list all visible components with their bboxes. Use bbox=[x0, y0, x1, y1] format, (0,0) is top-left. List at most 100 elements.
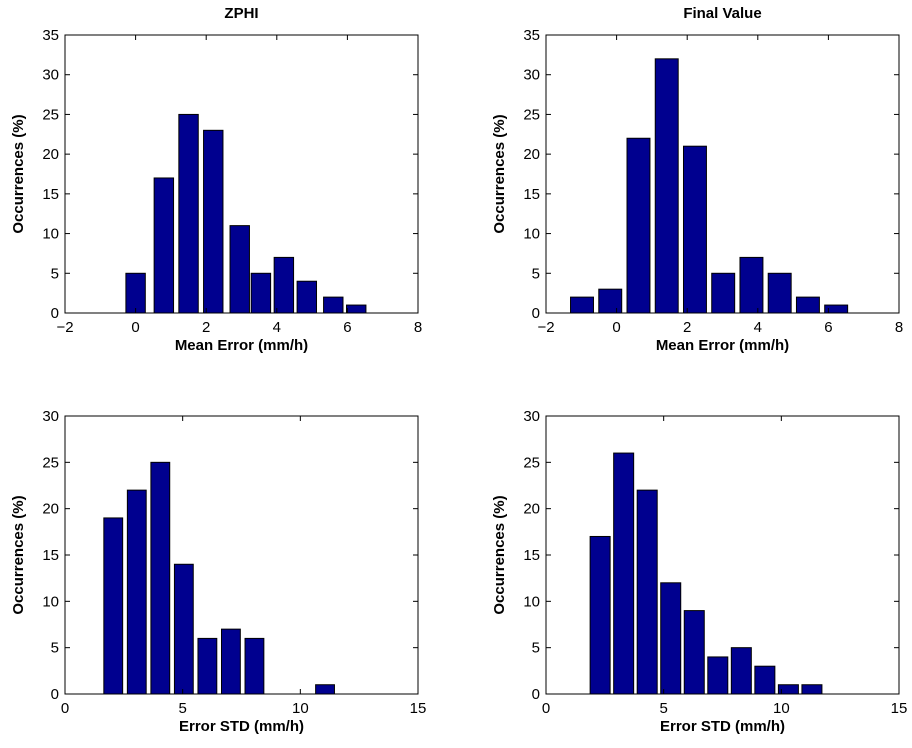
bar bbox=[220, 628, 241, 695]
y-tick-label: 25 bbox=[42, 106, 59, 123]
bar bbox=[229, 225, 250, 314]
bar bbox=[346, 304, 367, 314]
bar bbox=[244, 637, 265, 695]
bar bbox=[103, 517, 124, 695]
bar bbox=[682, 145, 707, 314]
y-tick-label: 15 bbox=[523, 186, 540, 203]
x-axis-label: Mean Error (mm/h) bbox=[175, 337, 308, 354]
y-tick-label: 5 bbox=[51, 265, 59, 282]
bar bbox=[707, 656, 729, 695]
y-tick-label: 0 bbox=[532, 305, 540, 322]
y-tick-label: 35 bbox=[42, 27, 59, 44]
chart-panel-3: 0 5 10 15 20 25 30 0 5 10 15 Error STD (mm/h) Occurr… bbox=[10, 408, 426, 735]
bar bbox=[203, 129, 224, 314]
y-tick-label: 20 bbox=[523, 501, 540, 518]
y-tick-label: 0 bbox=[51, 305, 59, 322]
x-axis-label: Mean Error (mm/h) bbox=[656, 337, 789, 354]
chart-title: ZPHI bbox=[224, 5, 258, 22]
bar bbox=[153, 177, 175, 314]
x-tick-label: 5 bbox=[659, 700, 667, 717]
y-tick-label: 10 bbox=[42, 226, 59, 243]
y-tick-label: 15 bbox=[523, 547, 540, 564]
bar bbox=[178, 113, 199, 314]
bar bbox=[730, 647, 752, 695]
bar bbox=[654, 58, 679, 314]
y-axis-label: Occurrences (%) bbox=[10, 114, 27, 233]
x-tick-label: 15 bbox=[410, 700, 427, 717]
bar bbox=[801, 684, 823, 695]
y-tick-label: 5 bbox=[51, 640, 59, 657]
x-tick-label: 0 bbox=[612, 319, 620, 336]
bar bbox=[767, 272, 792, 314]
bar bbox=[150, 461, 171, 695]
y-tick-label: 20 bbox=[523, 146, 540, 163]
bar bbox=[589, 535, 611, 695]
y-tick-label: 5 bbox=[532, 265, 540, 282]
y-axis-label: Occurrences (%) bbox=[10, 495, 27, 614]
x-tick-label: −2 bbox=[56, 319, 73, 336]
y-tick-label: 35 bbox=[523, 27, 540, 44]
y-tick-label: 5 bbox=[532, 640, 540, 657]
x-tick-label: 0 bbox=[131, 319, 139, 336]
bar bbox=[683, 610, 705, 695]
y-tick-label: 25 bbox=[42, 454, 59, 471]
y-tick-label: 30 bbox=[523, 67, 540, 84]
x-tick-label: 6 bbox=[343, 319, 351, 336]
y-tick-label: 25 bbox=[523, 106, 540, 123]
bar bbox=[125, 272, 146, 314]
bar bbox=[711, 272, 736, 314]
y-tick-label: 10 bbox=[42, 593, 59, 610]
y-axis-label: Occurrences (%) bbox=[491, 114, 508, 233]
x-tick-label: 10 bbox=[773, 700, 790, 717]
y-tick-label: 10 bbox=[523, 226, 540, 243]
chart-title: Final Value bbox=[683, 5, 761, 22]
bar bbox=[613, 452, 635, 695]
x-tick-label: 0 bbox=[542, 700, 550, 717]
bar bbox=[315, 684, 335, 695]
x-axis-label: Error STD (mm/h) bbox=[660, 718, 785, 735]
bar bbox=[197, 637, 218, 695]
y-tick-label: 15 bbox=[42, 547, 59, 564]
x-tick-label: 4 bbox=[273, 319, 281, 336]
bar bbox=[626, 137, 651, 314]
x-tick-label: 6 bbox=[824, 319, 832, 336]
y-tick-label: 0 bbox=[532, 686, 540, 703]
y-tick-label: 15 bbox=[42, 186, 59, 203]
bar bbox=[126, 489, 147, 695]
y-tick-label: 10 bbox=[523, 593, 540, 610]
x-tick-label: −2 bbox=[537, 319, 554, 336]
bar bbox=[570, 296, 594, 314]
x-tick-label: 4 bbox=[754, 319, 762, 336]
y-tick-label: 30 bbox=[523, 408, 540, 425]
y-tick-label: 20 bbox=[42, 501, 59, 518]
y-tick-label: 30 bbox=[42, 67, 59, 84]
bar bbox=[795, 296, 820, 314]
x-tick-label: 2 bbox=[202, 319, 210, 336]
bar bbox=[739, 256, 764, 314]
bar bbox=[250, 272, 272, 314]
bar bbox=[173, 563, 194, 695]
bar bbox=[636, 489, 658, 695]
x-tick-label: 8 bbox=[414, 319, 422, 336]
x-tick-label: 2 bbox=[683, 319, 691, 336]
bar bbox=[273, 256, 295, 314]
x-tick-label: 15 bbox=[891, 700, 908, 717]
bar bbox=[598, 288, 623, 314]
bar bbox=[296, 280, 318, 314]
x-tick-label: 8 bbox=[895, 319, 903, 336]
axes-box bbox=[545, 34, 900, 314]
bar bbox=[323, 296, 344, 314]
x-tick-label: 5 bbox=[178, 700, 186, 717]
x-tick-label: 10 bbox=[292, 700, 309, 717]
y-tick-label: 25 bbox=[523, 454, 540, 471]
x-axis-label: Error STD (mm/h) bbox=[179, 718, 304, 735]
x-tick-label: 0 bbox=[61, 700, 69, 717]
y-tick-label: 20 bbox=[42, 146, 59, 163]
chart-panel-4: 0 5 10 15 20 25 30 0 5 10 15 Error STD (mm/h) Occurr… bbox=[491, 408, 907, 735]
axes-box bbox=[64, 34, 419, 314]
bar bbox=[660, 582, 682, 695]
y-tick-label: 0 bbox=[51, 686, 59, 703]
